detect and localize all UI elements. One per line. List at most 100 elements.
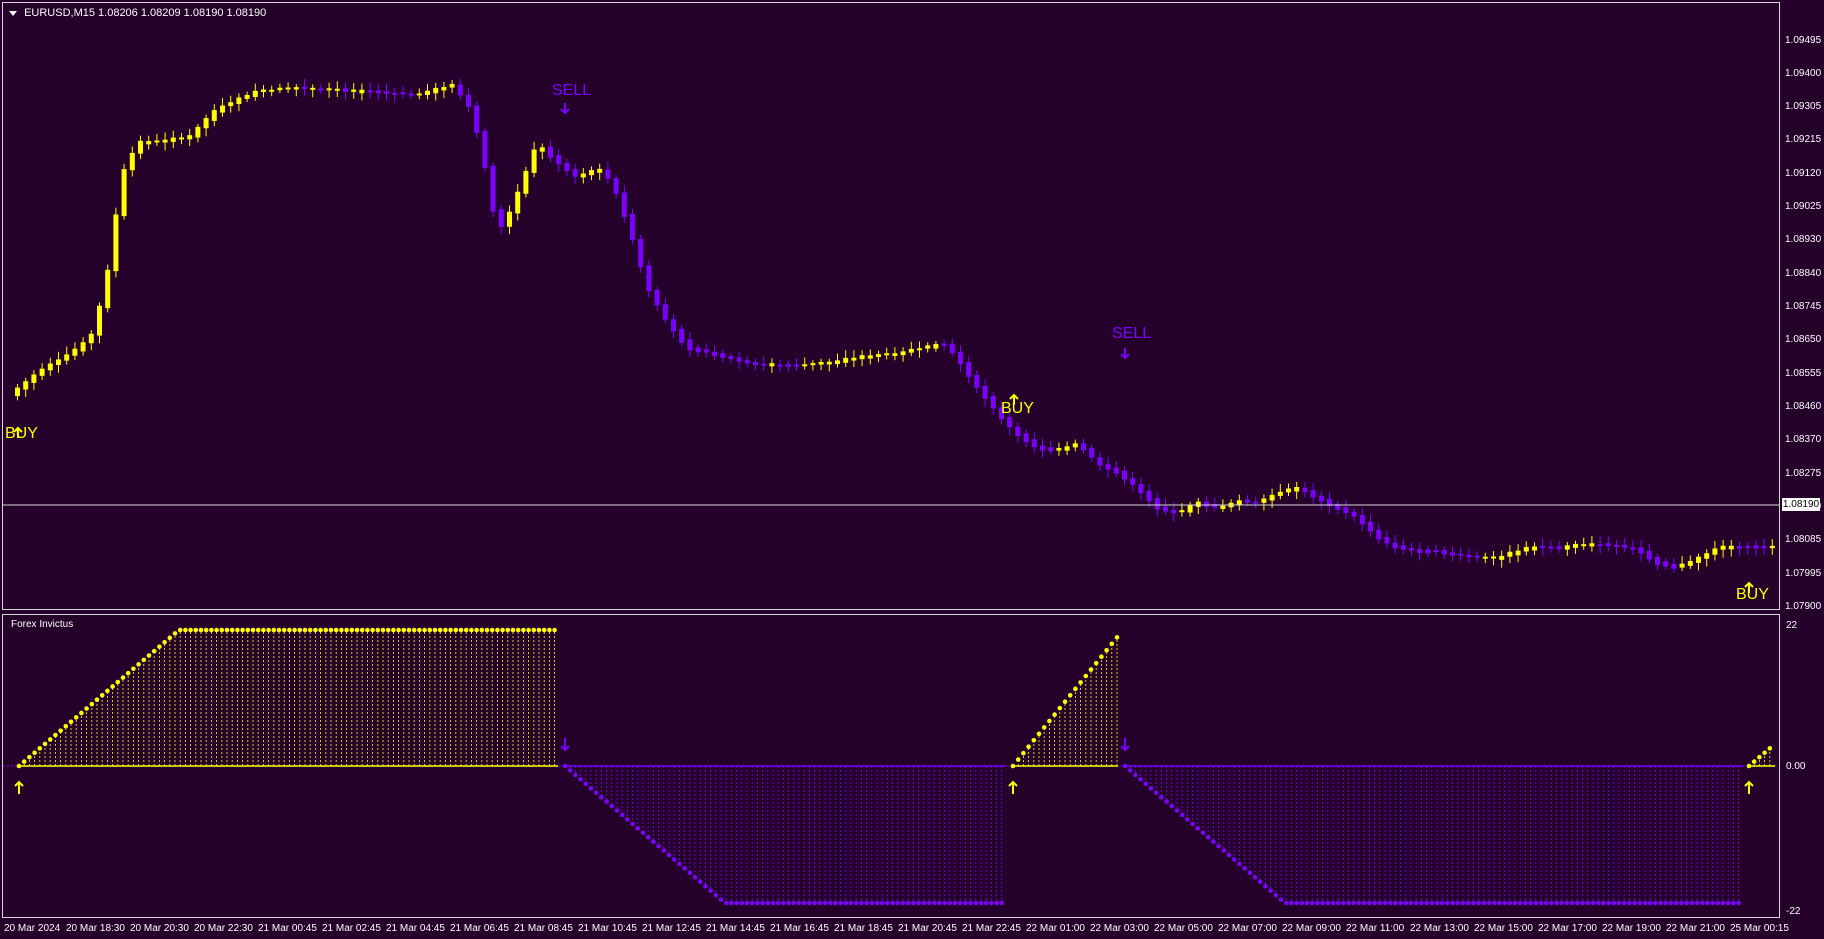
candle-body	[293, 87, 299, 90]
buy-arrow-icon	[1744, 581, 1754, 593]
candle-body	[884, 353, 890, 356]
indicator-dot	[1179, 812, 1185, 818]
indicator-dot	[1601, 900, 1606, 906]
candle-body	[1761, 545, 1767, 549]
candle-body	[1130, 478, 1136, 485]
candle-body	[334, 88, 340, 91]
indicator-dot	[765, 900, 771, 906]
candle-body	[1425, 549, 1431, 554]
candle-body	[31, 374, 37, 383]
indicator-dot	[297, 627, 303, 633]
candle-body	[720, 352, 726, 358]
indicator-dot	[1148, 785, 1154, 791]
indicator-dot	[921, 900, 927, 906]
candle-body	[236, 97, 242, 105]
indicator-dot	[661, 848, 667, 853]
candle-body	[326, 88, 332, 91]
indicator-dot	[947, 900, 953, 906]
indicator-dot	[1387, 900, 1393, 906]
indicator-dot	[84, 706, 89, 711]
indicator-dot	[1093, 660, 1099, 666]
candle-body	[531, 149, 537, 173]
indicator-dot	[1200, 830, 1206, 836]
indicator-dot	[526, 627, 531, 633]
buy-arrow-icon	[1009, 393, 1019, 405]
candle-body	[1638, 547, 1644, 554]
indicator-dot	[188, 627, 193, 633]
indicator-dot	[999, 900, 1005, 906]
candle-body	[1605, 543, 1611, 547]
indicator-dot	[807, 900, 812, 906]
signal-label: BUY	[1001, 400, 1034, 417]
candle-body	[1441, 550, 1447, 555]
candle-body	[39, 368, 45, 376]
indicator-dot	[401, 627, 407, 633]
candle-body	[835, 360, 840, 365]
symbol-label: EURUSD,M15	[24, 7, 95, 19]
candle-body	[843, 357, 849, 363]
indicator-dot	[619, 812, 625, 818]
indicator-dot	[89, 701, 95, 707]
candle-body	[1154, 497, 1160, 510]
candle-body	[359, 89, 365, 94]
indicator-dot	[1231, 857, 1237, 862]
candle-body	[1720, 545, 1726, 550]
candle-body	[1564, 545, 1570, 550]
indicator-dot	[1564, 900, 1570, 906]
candle-body	[556, 155, 562, 165]
indicator-dot	[120, 675, 126, 680]
indicator-title: Forex Invictus	[11, 619, 74, 630]
indicator-dot	[370, 627, 375, 633]
indicator-dot	[359, 627, 365, 633]
candle-body	[1302, 487, 1308, 493]
candle-body	[1269, 494, 1275, 501]
candle-body	[261, 89, 266, 92]
indicator-dot	[760, 900, 765, 906]
indicator-dot	[1143, 781, 1149, 787]
time-axis-label: 21 Mar 18:45	[834, 923, 893, 934]
time-axis-label: 22 Mar 03:00	[1090, 923, 1149, 934]
candle-body	[88, 333, 94, 344]
indicator-dot	[713, 892, 719, 898]
price-axis-label: 1.08370	[1785, 434, 1822, 445]
indicator-dot	[1419, 900, 1424, 906]
candle-body	[1179, 510, 1185, 513]
candle-body	[1392, 542, 1398, 549]
indicator-dot	[1705, 900, 1710, 906]
candle-body	[589, 170, 594, 176]
indicator-dot	[1104, 647, 1109, 653]
indicator-dot	[427, 627, 433, 633]
collapse-triangle-icon[interactable]	[9, 10, 17, 16]
candle-body	[105, 269, 111, 309]
candle-body	[539, 147, 545, 152]
indicator-dot	[1185, 817, 1190, 822]
indicator-dot	[1052, 712, 1057, 717]
indicator-dot	[755, 900, 760, 906]
indicator-dot	[110, 684, 115, 689]
indicator-dot	[47, 737, 53, 742]
candle-body	[343, 88, 348, 92]
candle-body	[1663, 561, 1669, 567]
indicator-dot	[1569, 900, 1575, 906]
time-axis-label: 22 Mar 11:00	[1346, 923, 1405, 934]
indicator-dot	[931, 900, 937, 906]
indicator-dot	[1517, 900, 1523, 906]
candle-body	[630, 213, 635, 241]
candle-body	[1343, 507, 1349, 513]
price-axis-label: 1.09215	[1785, 134, 1822, 145]
indicator-dot	[261, 627, 266, 633]
main-price-chart[interactable]: BUY SELL BUY SELL BUY EURUSD,M15 1.08206 1.0…	[2, 2, 1780, 610]
indicator-dot	[141, 657, 147, 663]
candle-body	[1548, 546, 1554, 549]
indicator-dot	[167, 635, 173, 641]
indicator-dot	[21, 759, 27, 764]
indicator-pane[interactable]: Forex Invictus	[2, 614, 1780, 918]
indicator-dot	[822, 900, 828, 906]
candle-body	[400, 92, 406, 95]
candle-body	[1212, 503, 1218, 508]
indicator-dot	[531, 627, 537, 633]
candle-body	[1048, 447, 1054, 452]
candle-body	[548, 146, 553, 158]
indicator-dot	[796, 900, 802, 906]
candle-body	[802, 364, 808, 367]
